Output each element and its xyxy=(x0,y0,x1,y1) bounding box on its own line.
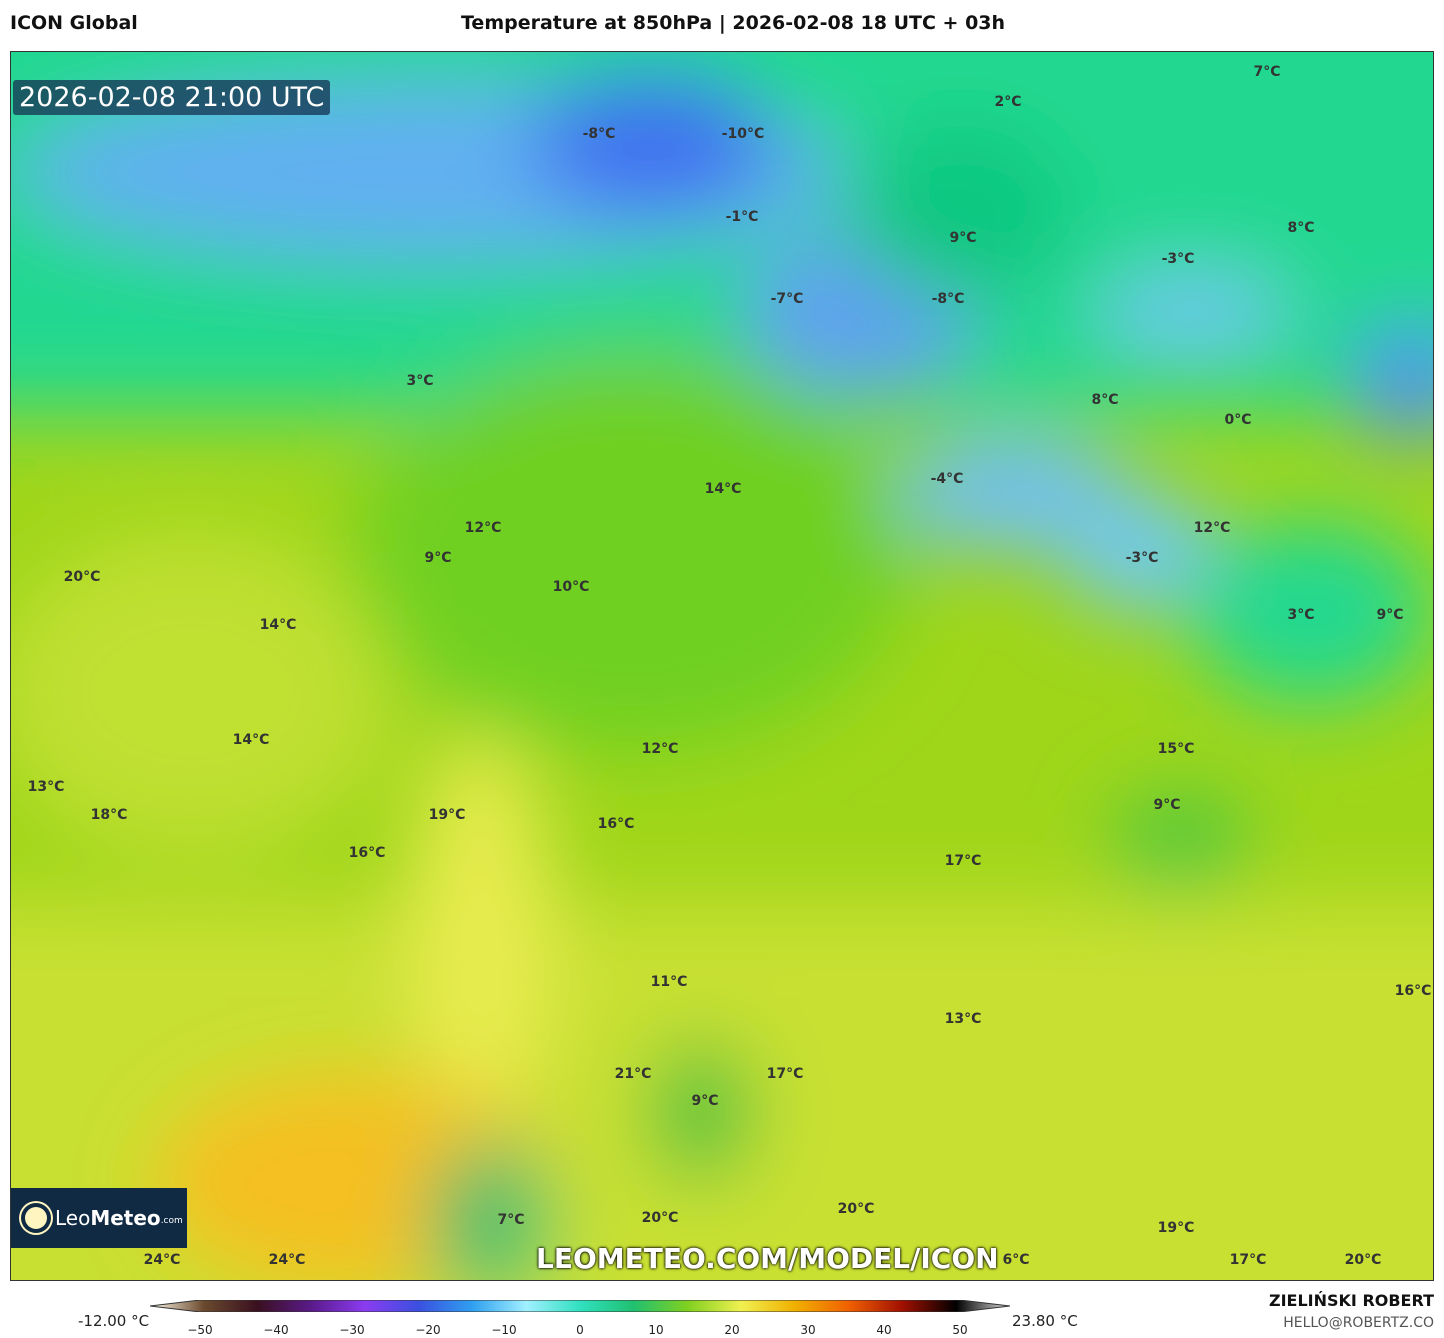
temperature-label: 12°C xyxy=(464,520,502,536)
temperature-label: 8°C xyxy=(1091,392,1119,408)
temperature-label: 19°C xyxy=(1157,1220,1195,1236)
temperature-label: -7°C xyxy=(770,291,804,307)
temperature-label: 13°C xyxy=(27,779,65,795)
temperature-label: 6°C xyxy=(1002,1252,1030,1268)
temperature-label: 17°C xyxy=(766,1066,804,1082)
colorbar-tick: −10 xyxy=(491,1323,517,1337)
temperature-label: 16°C xyxy=(597,816,635,832)
temperature-label: 2°C xyxy=(994,94,1022,110)
valid-time-stamp: 2026-02-08 21:00 UTC xyxy=(13,80,331,115)
temperature-label: 24°C xyxy=(268,1252,306,1268)
colorbar-tick: 10 xyxy=(648,1323,664,1337)
temperature-label: 13°C xyxy=(944,1011,982,1027)
temperature-label: -10°C xyxy=(721,126,765,142)
temperature-label: -1°C xyxy=(725,209,759,225)
colorbar-tick: −20 xyxy=(415,1323,441,1337)
sun-icon xyxy=(25,1207,47,1229)
temperature-label: -3°C xyxy=(1125,550,1159,566)
author-email[interactable]: HELLO@ROBERTZ.CO xyxy=(1283,1315,1434,1331)
temperature-label: 12°C xyxy=(641,741,679,757)
temperature-label: 7°C xyxy=(497,1212,525,1228)
colorbar xyxy=(150,1300,1010,1312)
colorbar-tick: 0 xyxy=(576,1323,584,1337)
model-name: ICON Global xyxy=(10,12,138,34)
colorbar-tick: −40 xyxy=(263,1323,289,1337)
temperature-label: 20°C xyxy=(641,1210,679,1226)
temperature-label: 16°C xyxy=(348,845,386,861)
temperature-label: 24°C xyxy=(143,1252,181,1268)
temperature-label: 14°C xyxy=(704,481,742,497)
temperature-label: -8°C xyxy=(931,291,965,307)
temperature-label: 9°C xyxy=(424,550,452,566)
logo-text-bold: Meteo xyxy=(90,1206,161,1230)
temperature-label: 15°C xyxy=(1157,741,1195,757)
temperature-label: 17°C xyxy=(1229,1252,1267,1268)
map-title: Temperature at 850hPa | 2026-02-08 18 UT… xyxy=(461,12,1006,34)
temperature-label: 9°C xyxy=(691,1093,719,1109)
temperature-label: 20°C xyxy=(837,1201,875,1217)
temperature-label: 20°C xyxy=(1344,1252,1382,1268)
logo-text-suffix: .com xyxy=(160,1216,183,1226)
temperature-label: 16°C xyxy=(1394,983,1432,999)
temperature-label: 9°C xyxy=(949,230,977,246)
colorbar-scale xyxy=(150,1300,1010,1312)
colorbar-tick: 20 xyxy=(724,1323,740,1337)
leometeo-logo[interactable]: Leo Meteo .com xyxy=(11,1188,187,1248)
watermark: LEOMETEO.COM/MODEL/ICON xyxy=(536,1242,999,1275)
temperature-label: -4°C xyxy=(930,471,964,487)
temperature-label: 11°C xyxy=(650,974,688,990)
colorbar-min-label: -12.00 °C xyxy=(78,1312,150,1330)
temperature-label: 14°C xyxy=(232,732,270,748)
logo-text-light: Leo xyxy=(55,1206,91,1230)
temperature-label: 19°C xyxy=(428,807,466,823)
temperature-field xyxy=(11,52,1433,1280)
temperature-label: 14°C xyxy=(259,617,297,633)
temperature-label: 21°C xyxy=(614,1066,652,1082)
temperature-label: -3°C xyxy=(1161,251,1195,267)
temperature-label: 9°C xyxy=(1153,797,1181,813)
temperature-label: 0°C xyxy=(1224,412,1252,428)
colorbar-max-label: 23.80 °C xyxy=(1012,1312,1078,1330)
colorbar-tick: 40 xyxy=(876,1323,892,1337)
temperature-label: 3°C xyxy=(1287,607,1315,623)
temperature-label: 7°C xyxy=(1253,64,1281,80)
temperature-label: 10°C xyxy=(552,579,590,595)
temperature-map[interactable]: 2026-02-08 21:00 UTC 7°C 2°C -8°C -10°C -1°C… xyxy=(10,51,1434,1281)
author-name: ZIELIŃSKI ROBERT xyxy=(1268,1291,1434,1310)
temperature-label: -8°C xyxy=(582,126,616,142)
temperature-label: 3°C xyxy=(406,373,434,389)
temperature-label: 12°C xyxy=(1193,520,1231,536)
colorbar-tick: −30 xyxy=(339,1323,365,1337)
temperature-label: 17°C xyxy=(944,853,982,869)
colorbar-tick: 50 xyxy=(952,1323,968,1337)
temperature-label: 20°C xyxy=(63,569,101,585)
colorbar-tick: 30 xyxy=(800,1323,816,1337)
temperature-label: 18°C xyxy=(90,807,128,823)
colorbar-tick: −50 xyxy=(187,1323,213,1337)
temperature-label: 8°C xyxy=(1287,220,1315,236)
temperature-label: 9°C xyxy=(1376,607,1404,623)
